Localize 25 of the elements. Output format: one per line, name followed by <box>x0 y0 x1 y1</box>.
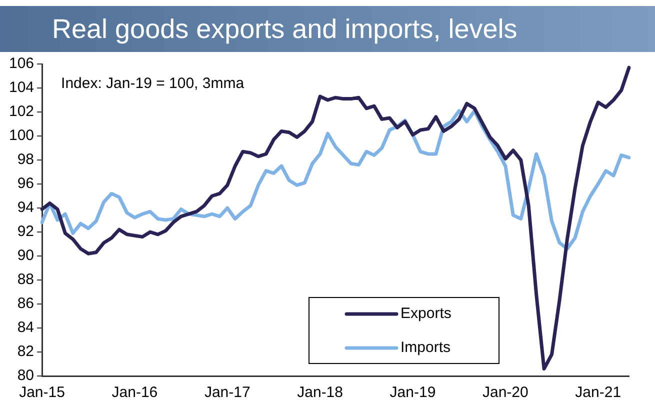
x-tick-label: Jan-21 <box>575 384 622 402</box>
legend-label: Imports <box>400 339 451 356</box>
y-tick-label: 90 <box>17 247 34 264</box>
annotation: Index: Jan-19 = 100, 3mma <box>61 75 245 92</box>
y-tick-label: 84 <box>17 319 34 336</box>
x-tick-label: Jan-17 <box>204 384 250 402</box>
x-tick-label: Jan-19 <box>390 384 436 402</box>
y-tick-label: 80 <box>17 367 34 384</box>
y-tick-label: 96 <box>17 175 34 192</box>
y-tick-label: 86 <box>17 295 34 312</box>
y-tick-label: 104 <box>8 79 34 96</box>
x-tick-label: Jan-16 <box>112 384 158 402</box>
chart-title: Real goods exports and imports, levels <box>0 6 655 52</box>
y-tick-label: 88 <box>17 271 34 288</box>
y-tick-label: 100 <box>8 127 34 144</box>
y-tick-label: 106 <box>8 55 34 72</box>
y-tick-label: 102 <box>8 103 34 120</box>
legend-label: Exports <box>400 305 452 322</box>
y-tick-label: 92 <box>17 223 34 240</box>
x-tick-label: Jan-20 <box>482 384 528 402</box>
y-tick-label: 94 <box>17 199 34 216</box>
y-tick-label: 98 <box>17 151 34 168</box>
x-tick-label: Jan-18 <box>297 384 344 402</box>
y-tick-label: 82 <box>17 343 34 360</box>
x-tick-label: Jan-15 <box>19 384 65 402</box>
